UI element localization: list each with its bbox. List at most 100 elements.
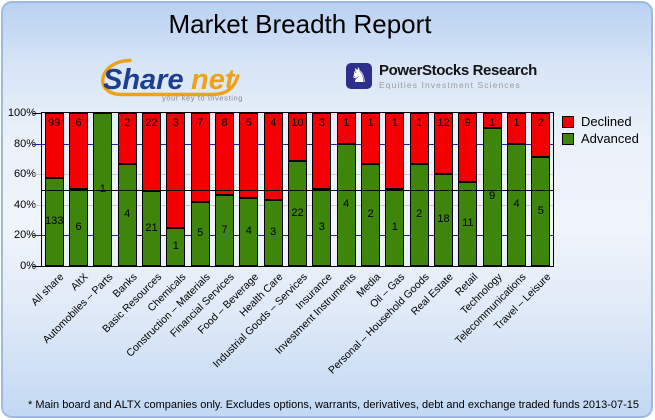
sharenet-word-net: net [191, 64, 236, 96]
bar-declined-20 [531, 113, 551, 157]
declined-value-label: 1 [391, 117, 398, 129]
advanced-value-label: 4 [124, 208, 131, 220]
bar-declined-7 [215, 113, 234, 195]
advanced-value-label: 2 [367, 208, 374, 220]
advanced-value-label: 1 [99, 182, 106, 195]
powerstocks-subtitle: Equities Investment Sciences [379, 80, 521, 90]
bar-advanced-18 [482, 128, 502, 266]
declined-value-label: 22 [145, 117, 158, 129]
bar-declined-5 [166, 113, 186, 228]
bar-advanced-9 [263, 200, 283, 266]
legend-swatch-advanced [562, 133, 574, 145]
declined-value-label: 1 [513, 117, 520, 129]
advanced-value-label: 6 [75, 220, 82, 233]
advanced-value-label: 7 [221, 223, 228, 236]
chess-knight-icon: ♞ [346, 63, 372, 89]
bar-declined-1 [69, 113, 88, 189]
bar-advanced-10 [288, 161, 307, 266]
y-axis-tick-0 [33, 266, 41, 267]
declined-value-label: 99 [48, 117, 61, 129]
reference-line-50pct [42, 189, 553, 191]
y-axis-tick-20 [33, 235, 41, 237]
bar-declined-17 [458, 113, 478, 182]
advanced-value-label: 4 [513, 198, 520, 210]
sharenet-tagline: your key to investing [162, 94, 243, 103]
bar-advanced-20 [531, 157, 551, 266]
advanced-value-label: 3 [318, 220, 325, 233]
bar-advanced-5 [166, 228, 186, 266]
advanced-value-label: 133 [44, 215, 64, 227]
declined-value-label: 1 [367, 117, 374, 129]
declined-value-label: 3 [172, 117, 179, 129]
advanced-value-label: 22 [291, 206, 304, 219]
declined-value-label: 4 [270, 117, 277, 129]
advanced-value-label: 5 [197, 227, 204, 239]
powerstocks-logo: ♞ PowerStocks Research Equities Investme… [346, 62, 537, 103]
advanced-value-label: 2 [416, 208, 423, 220]
bar-declined-0 [44, 113, 64, 178]
bar-advanced-17 [458, 182, 478, 266]
bar-advanced-8 [239, 198, 259, 266]
bar-declined-16 [434, 113, 453, 174]
declined-value-label: 1 [489, 117, 496, 129]
bar-advanced-12 [336, 144, 356, 266]
declined-value-label: 5 [245, 117, 252, 129]
legend-swatch-declined [562, 116, 574, 128]
advanced-value-label: 5 [537, 204, 544, 217]
legend-label-advanced: Advanced [581, 131, 639, 146]
y-axis-tick-100 [33, 113, 41, 114]
advanced-value-label: 1 [172, 240, 179, 252]
declined-value-label: 1 [416, 117, 423, 129]
bar-advanced-6 [190, 202, 210, 266]
bar-declined-10 [288, 113, 307, 161]
legend-label-declined: Declined [581, 114, 632, 129]
advanced-value-label: 1 [391, 220, 398, 233]
breadth-chart-plot: 99 133 6 6 1 2 4 22 21 3 1 7 5 8 7 5 4 4 3 10 22 3 3 1 4 1 2 1 1 1 2 12… [41, 112, 554, 267]
advanced-value-label: 4 [245, 225, 252, 237]
bar-advanced-4 [142, 191, 161, 266]
report-date: 2013-07-15 [582, 399, 639, 411]
bar-declined-15 [409, 113, 429, 164]
advanced-value-label: 9 [489, 190, 496, 202]
footer-note: * Main board and ALTX companies only. Ex… [28, 399, 580, 411]
advanced-value-label: 3 [270, 226, 277, 238]
y-axis-tick-80 [33, 143, 41, 145]
bar-advanced-0 [44, 178, 64, 266]
advanced-value-label: 11 [462, 217, 474, 229]
bar-declined-3 [117, 113, 137, 164]
y-axis-label-100: 100% [7, 107, 36, 119]
bar-declined-14 [385, 113, 405, 189]
bar-declined-12 [336, 113, 356, 144]
bar-declined-19 [507, 113, 526, 144]
bar-declined-4 [142, 113, 161, 191]
y-axis-label-20: 20% [13, 229, 36, 242]
declined-value-label: 3 [318, 117, 325, 129]
declined-value-label: 10 [291, 117, 304, 129]
bar-declined-11 [312, 113, 332, 189]
y-axis-label-80: 80% [13, 137, 36, 150]
declined-value-label: 2 [124, 117, 131, 129]
declined-value-label: 8 [221, 117, 228, 129]
sharenet-swoosh-icon: Share net your key to investing [101, 58, 243, 103]
bar-advanced-19 [507, 144, 526, 266]
sharenet-word-share: Share [103, 64, 184, 96]
y-axis-tick-60 [33, 174, 41, 176]
declined-value-label: 7 [197, 117, 204, 129]
bar-declined-8 [239, 113, 259, 198]
declined-value-label: 2 [537, 117, 544, 129]
bar-advanced-16 [434, 174, 453, 266]
bar-advanced-7 [215, 195, 234, 266]
bar-declined-18 [482, 113, 502, 128]
bar-declined-6 [190, 113, 210, 202]
declined-value-label: 12 [437, 117, 450, 129]
y-axis-label-40: 40% [13, 198, 36, 211]
page-title: Market Breadth Report [168, 9, 432, 39]
y-axis-label-60: 60% [13, 168, 36, 181]
y-axis-label-0: 0% [20, 260, 36, 272]
advanced-value-label: 21 [145, 221, 158, 234]
y-axis-tick-40 [33, 204, 41, 206]
advanced-value-label: 4 [343, 198, 350, 210]
declined-value-label: 1 [343, 117, 350, 129]
declined-value-label: 6 [75, 117, 82, 129]
